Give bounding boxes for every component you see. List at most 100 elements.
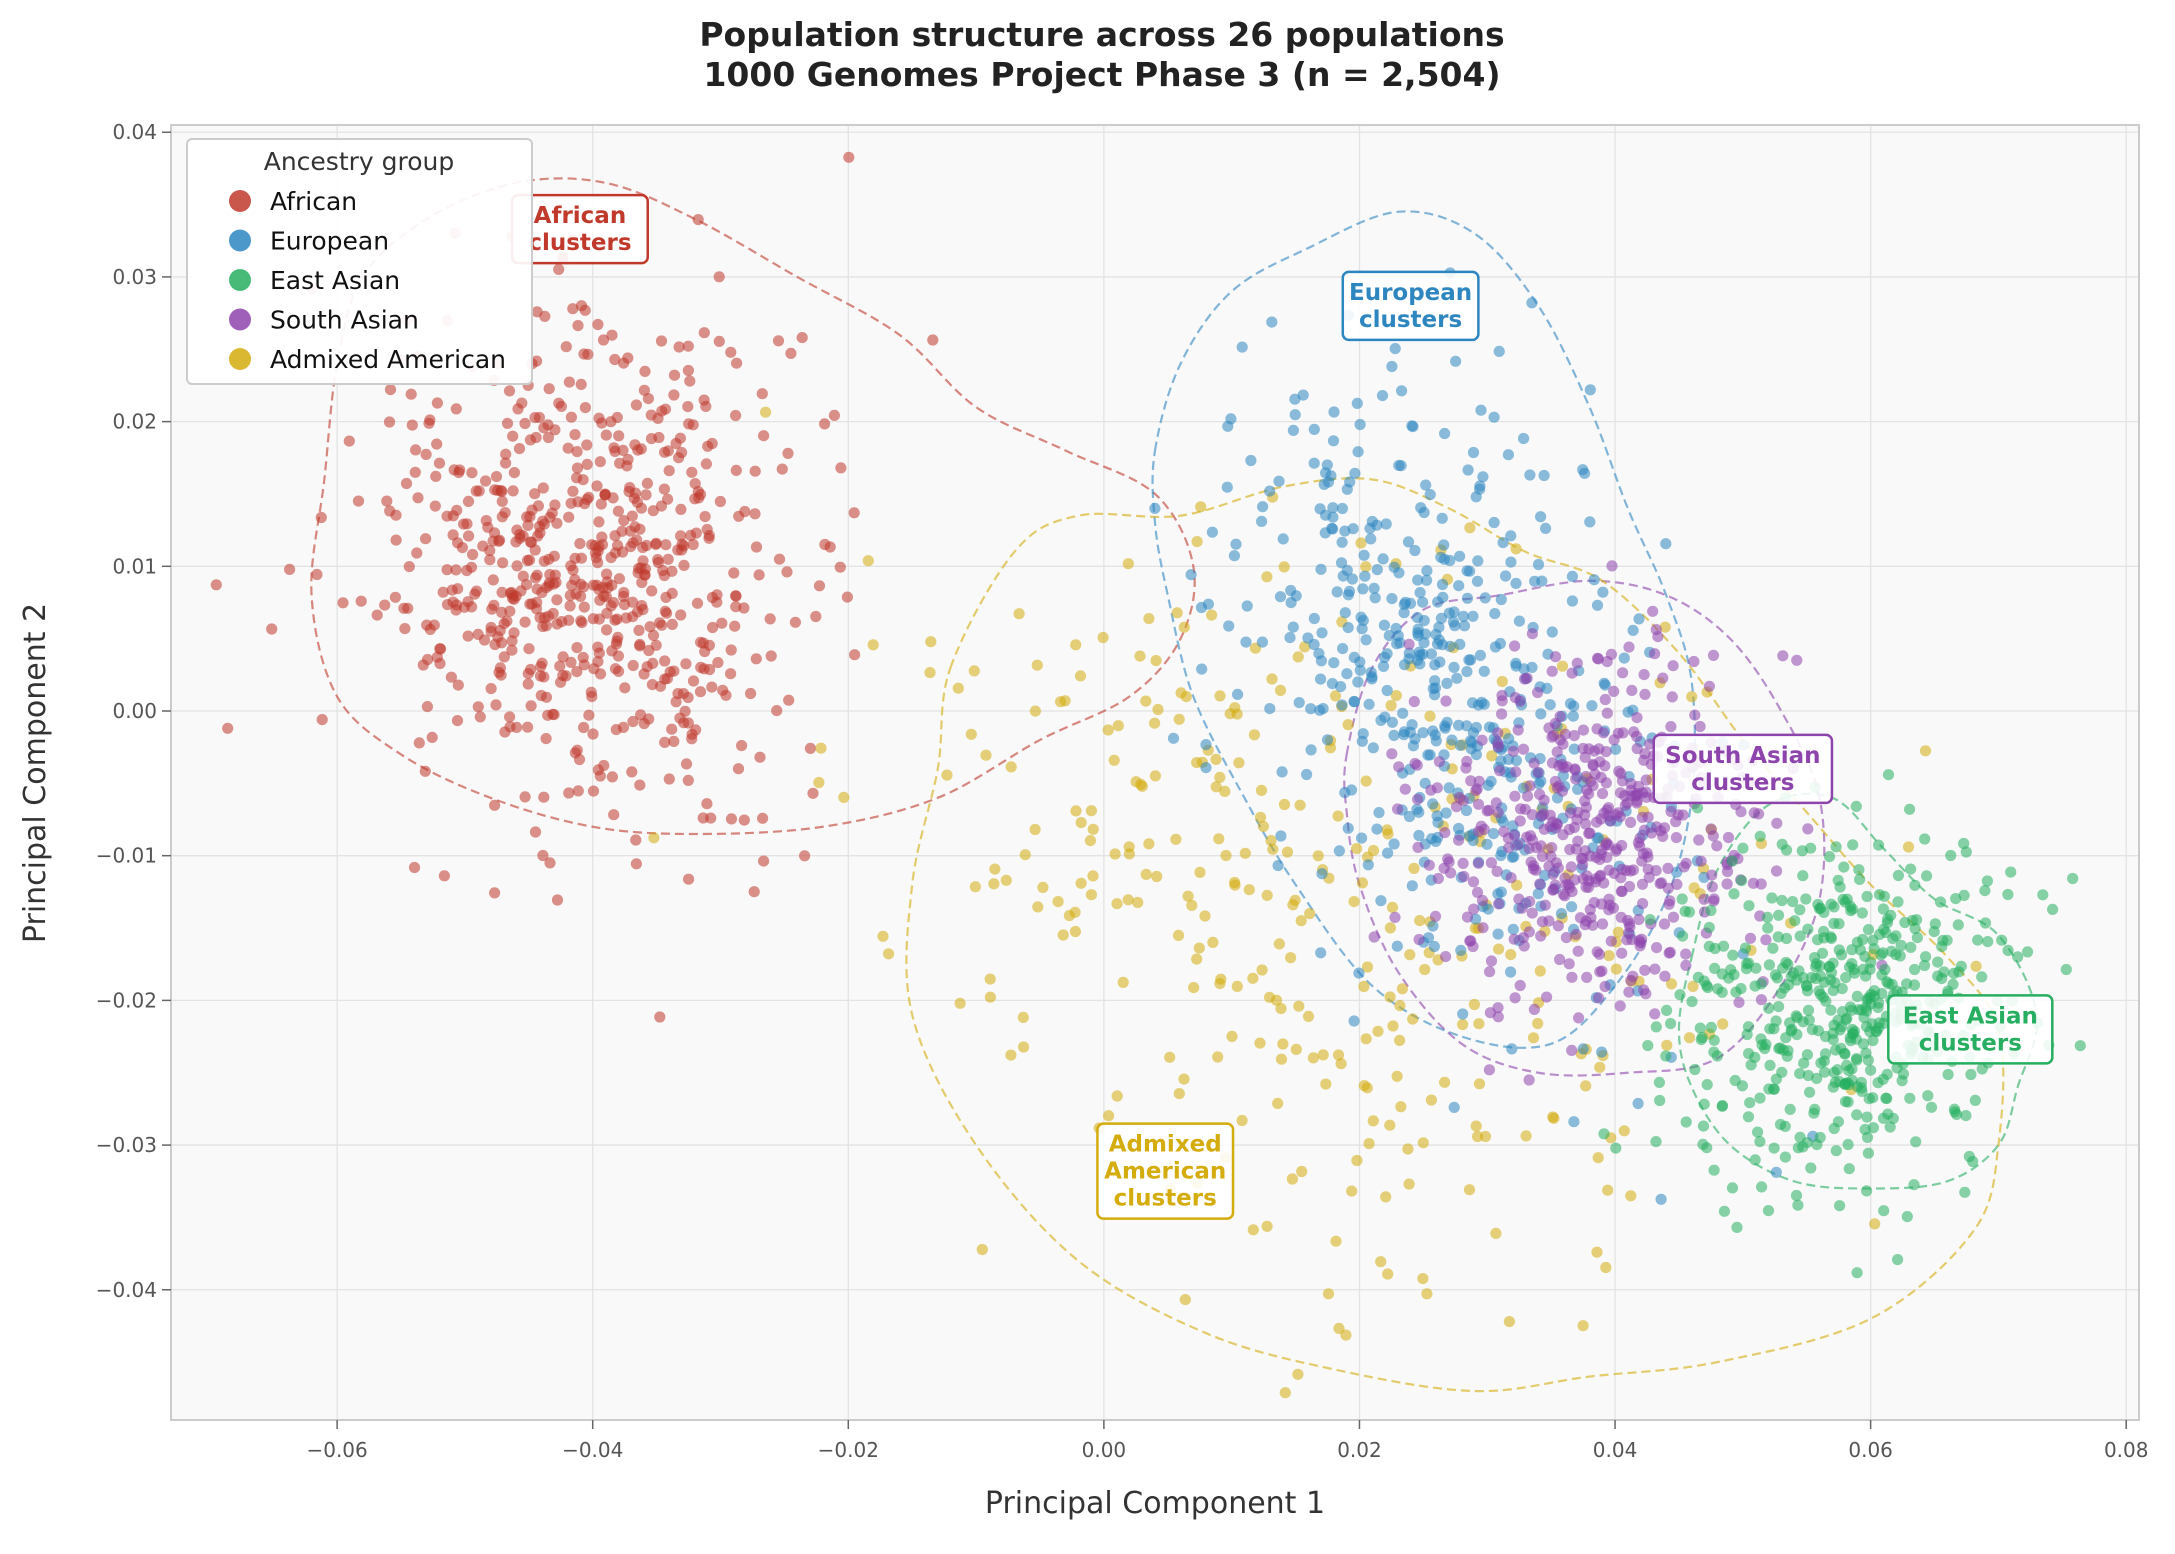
data-point [1632, 1097, 1644, 1110]
data-point [1389, 343, 1401, 355]
data-point [687, 675, 700, 687]
data-point [537, 849, 549, 862]
data-point [1261, 1220, 1273, 1232]
data-point [618, 515, 630, 527]
legend-marker [229, 348, 251, 370]
data-point [1457, 1008, 1469, 1020]
data-point [1172, 929, 1185, 942]
data-point [1850, 800, 1862, 813]
data-point [1731, 1221, 1743, 1233]
data-point [824, 541, 836, 553]
data-point [1790, 1189, 1803, 1202]
plot-frame [170, 124, 2140, 1421]
data-point [1103, 1110, 1115, 1122]
data-point [1671, 878, 1683, 891]
data-point [848, 507, 860, 519]
data-point [682, 691, 694, 704]
data-point [712, 657, 724, 669]
data-point [1652, 631, 1664, 643]
data-point [597, 334, 610, 346]
data-point [1236, 341, 1248, 353]
data-point [1470, 491, 1482, 503]
data-point [507, 485, 519, 497]
data-point [1495, 849, 1507, 862]
data-point [1534, 878, 1546, 890]
data-point [405, 388, 417, 400]
data-point [1694, 720, 1706, 733]
data-point [1688, 655, 1700, 668]
data-point [1482, 903, 1494, 915]
data-point [1507, 745, 1519, 757]
data-point [1368, 582, 1380, 595]
data-point [1200, 739, 1212, 751]
data-point [1326, 522, 1338, 535]
data-point [1341, 483, 1353, 495]
data-point [980, 749, 992, 761]
data-point [1132, 896, 1144, 909]
data-point [750, 541, 763, 553]
data-point [1563, 958, 1575, 970]
data-point [1210, 781, 1222, 793]
data-point [1241, 600, 1253, 612]
data-point [1425, 784, 1437, 796]
data-point [1354, 418, 1366, 431]
data-point [1670, 816, 1682, 828]
data-point [1775, 987, 1787, 1000]
data-point [539, 310, 551, 322]
data-point [1070, 805, 1082, 817]
data-point [2005, 866, 2017, 878]
data-point [1441, 677, 1453, 690]
data-point [1331, 586, 1343, 598]
data-point [729, 620, 741, 632]
data-point [1792, 1199, 1804, 1211]
data-point [1363, 698, 1375, 710]
data-point [1149, 502, 1161, 514]
data-point [1605, 935, 1617, 947]
data-point [1302, 1010, 1315, 1023]
data-point [2022, 946, 2034, 958]
data-point [1069, 925, 1081, 938]
data-point [1420, 479, 1432, 491]
data-point [1892, 1254, 1904, 1266]
data-point [1549, 651, 1562, 663]
data-point [1371, 823, 1383, 835]
data-point [1586, 700, 1598, 712]
data-point [1823, 851, 1836, 863]
data-point [1922, 1090, 1934, 1102]
data-point [1439, 427, 1451, 440]
data-point [1335, 681, 1347, 693]
data-point [1716, 1100, 1729, 1112]
data-point [1594, 966, 1606, 978]
data-point [619, 682, 631, 694]
data-point [807, 787, 819, 799]
data-point [535, 660, 547, 673]
data-point [1541, 991, 1553, 1003]
data-point [1519, 673, 1531, 685]
data-point [496, 606, 508, 619]
data-point [343, 435, 355, 447]
data-point [1000, 874, 1012, 886]
data-point [1360, 1033, 1372, 1045]
data-point [760, 406, 772, 418]
data-point [1375, 1256, 1387, 1268]
data-point [612, 650, 625, 662]
data-point [730, 601, 742, 613]
data-point [1087, 870, 1099, 882]
data-point [1468, 998, 1480, 1011]
data-point [1831, 1064, 1843, 1076]
data-point [1767, 942, 1779, 954]
data-point [1330, 1235, 1342, 1247]
data-point [643, 644, 655, 657]
data-point [1458, 870, 1470, 883]
data-point [1483, 804, 1495, 816]
data-point [1322, 476, 1335, 488]
data-point [1740, 963, 1753, 975]
data-point [1467, 446, 1480, 459]
data-point [1384, 1119, 1396, 1131]
data-point [1075, 877, 1087, 889]
data-point [1660, 538, 1672, 550]
data-point [1827, 957, 1839, 969]
data-point [540, 733, 552, 745]
data-point [1697, 1120, 1710, 1132]
data-point [1289, 393, 1301, 405]
